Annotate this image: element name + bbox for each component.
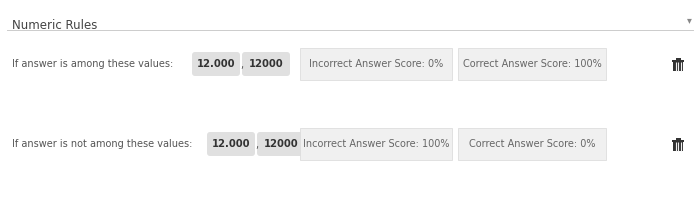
- FancyBboxPatch shape: [673, 62, 683, 71]
- Text: If answer is not among these values:: If answer is not among these values:: [12, 139, 192, 149]
- Text: 12000: 12000: [264, 139, 298, 149]
- Text: 12.000: 12.000: [211, 139, 251, 149]
- Text: ▾: ▾: [687, 15, 692, 25]
- FancyBboxPatch shape: [192, 52, 240, 76]
- FancyBboxPatch shape: [676, 58, 680, 60]
- Text: 12000: 12000: [248, 59, 284, 69]
- FancyBboxPatch shape: [676, 138, 680, 140]
- Text: Correct Answer Score: 0%: Correct Answer Score: 0%: [469, 139, 595, 149]
- FancyBboxPatch shape: [300, 128, 452, 160]
- FancyBboxPatch shape: [458, 128, 606, 160]
- Text: 12.000: 12.000: [197, 59, 235, 69]
- Text: Incorrect Answer Score: 100%: Incorrect Answer Score: 100%: [302, 139, 449, 149]
- Text: ,: ,: [240, 60, 243, 70]
- FancyBboxPatch shape: [257, 132, 305, 156]
- FancyBboxPatch shape: [300, 48, 452, 80]
- FancyBboxPatch shape: [672, 60, 684, 62]
- FancyBboxPatch shape: [207, 132, 255, 156]
- FancyBboxPatch shape: [672, 140, 684, 142]
- FancyBboxPatch shape: [242, 52, 290, 76]
- Text: Incorrect Answer Score: 0%: Incorrect Answer Score: 0%: [309, 59, 443, 69]
- FancyBboxPatch shape: [458, 48, 606, 80]
- Text: Correct Answer Score: 100%: Correct Answer Score: 100%: [463, 59, 601, 69]
- FancyBboxPatch shape: [673, 142, 683, 151]
- Text: Numeric Rules: Numeric Rules: [12, 19, 97, 32]
- Text: If answer is among these values:: If answer is among these values:: [12, 59, 174, 69]
- Text: ,: ,: [255, 140, 258, 150]
